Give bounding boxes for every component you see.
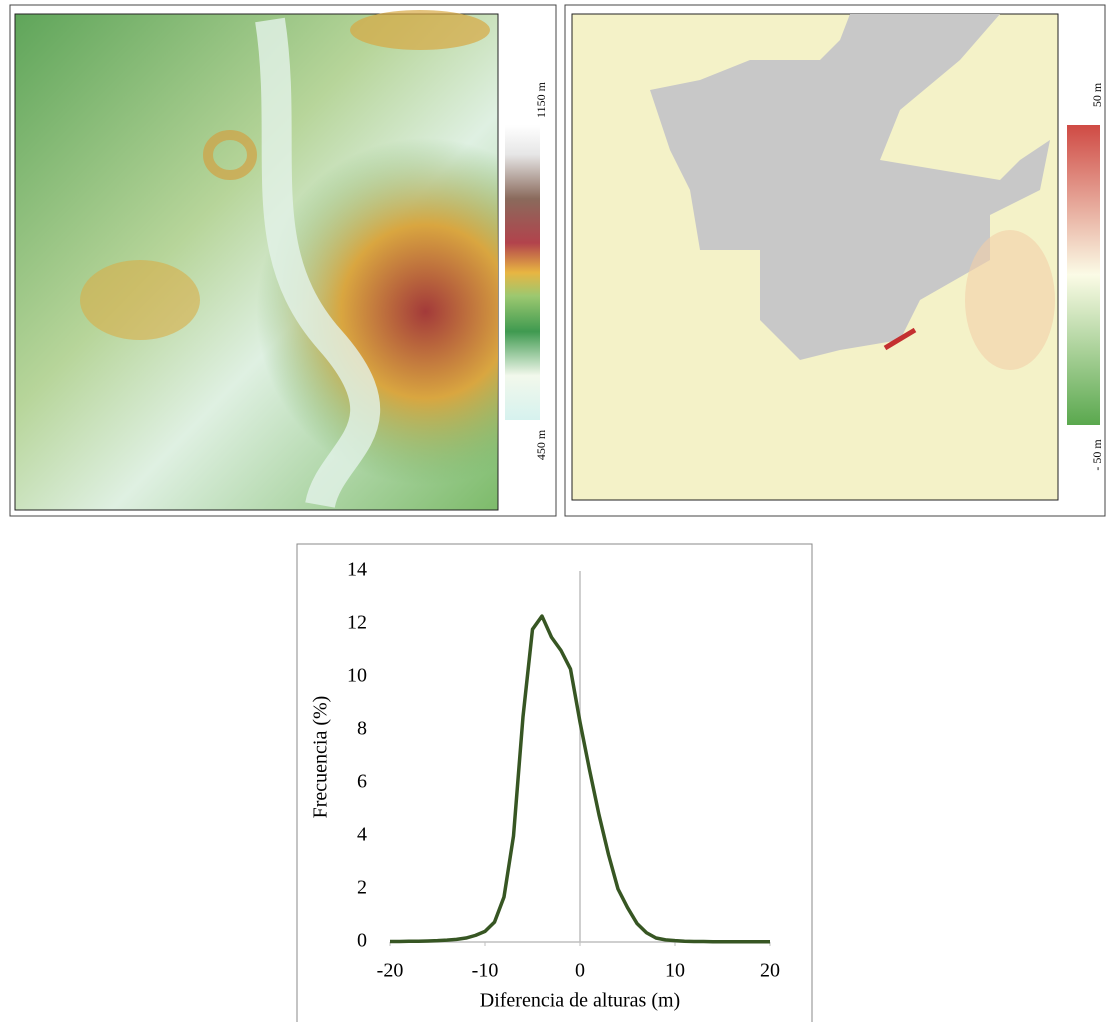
y-tick-label: 6	[357, 771, 367, 793]
y-tick-label: 10	[347, 665, 367, 687]
y-tick-label: 14	[347, 559, 367, 581]
x-tick-label: -10	[472, 960, 499, 982]
y-tick-label: 8	[357, 718, 367, 740]
relief-hill	[203, 130, 257, 180]
legend-label: 1150 m	[534, 81, 548, 118]
x-tick-label: 10	[665, 960, 685, 982]
reservoir	[650, 14, 1050, 360]
y-tick-label: 2	[357, 877, 367, 899]
legend-label: 50 m	[1090, 82, 1104, 107]
difference-area	[965, 230, 1055, 370]
y-axis-label: Frecuencia (%)	[310, 696, 332, 819]
valley	[255, 17, 381, 509]
x-axis-label: Diferencia de alturas (m)	[480, 990, 680, 1012]
legend-label: - 50 m	[1090, 439, 1104, 471]
x-tick-label: -20	[377, 960, 404, 982]
color-bar	[1067, 125, 1100, 425]
legend-label: 450 m	[534, 429, 548, 460]
difference-feature	[883, 327, 917, 351]
x-tick-label: 0	[575, 960, 585, 982]
y-tick-label: 4	[357, 824, 367, 846]
line	[390, 614, 770, 944]
x-tick-label: 20	[760, 960, 780, 982]
relief-highland	[80, 260, 200, 340]
color-bar	[505, 125, 540, 420]
chart-frame	[296, 543, 813, 1025]
y-tick-label: 0	[357, 930, 367, 952]
relief-ridge	[350, 10, 490, 50]
y-tick-label: 12	[347, 612, 367, 634]
elevation-relief	[15, 14, 498, 510]
